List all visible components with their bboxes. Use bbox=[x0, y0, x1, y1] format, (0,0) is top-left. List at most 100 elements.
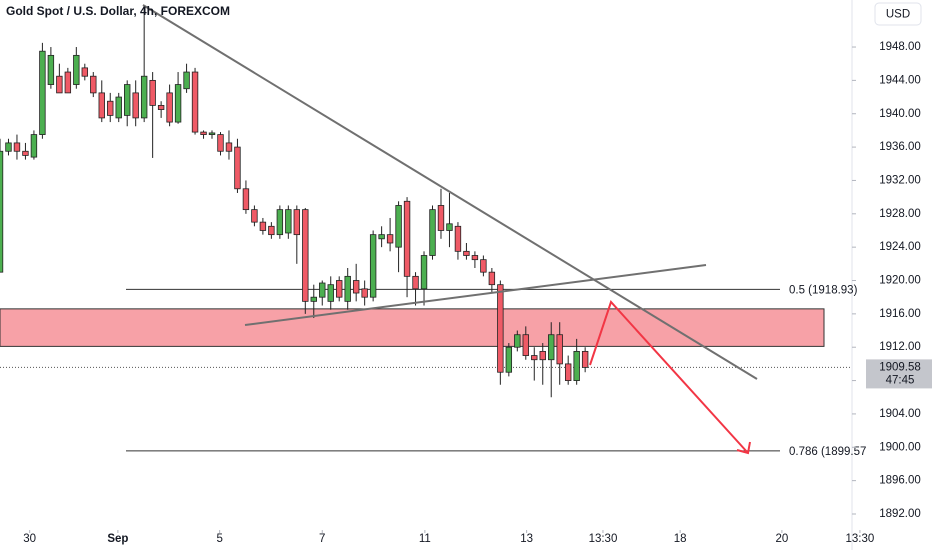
candle-body bbox=[115, 96, 122, 119]
candle-body bbox=[242, 188, 250, 211]
last-price-box bbox=[866, 359, 932, 389]
candle-body bbox=[336, 280, 343, 298]
y-tick-label: 1904.00 bbox=[879, 408, 921, 420]
currency-button[interactable] bbox=[874, 2, 922, 26]
candle-body bbox=[124, 84, 131, 116]
candle-body bbox=[395, 205, 402, 248]
y-tick-label: 1932.00 bbox=[879, 174, 921, 186]
candle-body bbox=[581, 350, 589, 368]
candle-body bbox=[5, 142, 12, 152]
candle-body bbox=[98, 92, 105, 119]
x-tick-label: 18 bbox=[674, 533, 687, 545]
candle-body bbox=[251, 209, 258, 223]
candle-body bbox=[191, 71, 199, 133]
candle-body bbox=[471, 255, 479, 261]
y-tick-label: 1896.00 bbox=[879, 475, 921, 487]
candle-body bbox=[412, 275, 419, 290]
candle-body bbox=[285, 209, 292, 234]
candle-body bbox=[64, 71, 72, 94]
y-tick-label: 1920.00 bbox=[879, 275, 921, 287]
candle-body bbox=[488, 271, 496, 286]
x-tick-label: 13:30 bbox=[846, 533, 875, 545]
y-tick-label: 1900.00 bbox=[879, 441, 921, 453]
x-tick-label: 7 bbox=[319, 533, 325, 545]
y-tick-label: 1928.00 bbox=[879, 208, 921, 220]
candle-body bbox=[200, 131, 207, 135]
candle-body bbox=[514, 334, 521, 348]
candle-body bbox=[319, 282, 326, 298]
candle-body bbox=[293, 209, 301, 236]
candle-body bbox=[90, 75, 97, 94]
candle-body bbox=[369, 234, 377, 298]
x-tick-label: 30 bbox=[23, 533, 36, 545]
candle-body bbox=[157, 104, 165, 110]
y-tick-label: 1940.00 bbox=[879, 108, 921, 120]
candle-body bbox=[564, 363, 572, 381]
candle-body bbox=[302, 209, 309, 302]
candle-body bbox=[13, 142, 21, 152]
candle-body bbox=[556, 334, 563, 365]
candle-body bbox=[429, 209, 436, 256]
candle-body bbox=[386, 234, 394, 244]
y-tick-label: 1924.00 bbox=[879, 241, 921, 253]
candle-body bbox=[259, 221, 267, 231]
trend-line bbox=[244, 264, 707, 326]
candle-body bbox=[463, 250, 470, 256]
candle-body bbox=[403, 200, 411, 277]
candle-body bbox=[81, 67, 89, 77]
candle-body bbox=[0, 150, 4, 273]
level-label: 0.786 (1899.57 bbox=[789, 446, 866, 458]
candle-body bbox=[149, 79, 156, 106]
y-tick-label: 1916.00 bbox=[879, 308, 921, 320]
candle-body bbox=[208, 132, 216, 135]
candle-body bbox=[39, 50, 46, 135]
candle-body bbox=[437, 205, 445, 231]
plot-area bbox=[0, 5, 852, 452]
candle-body bbox=[217, 134, 224, 152]
candle-body bbox=[276, 209, 284, 236]
candle-body bbox=[539, 350, 546, 361]
candle-body bbox=[166, 92, 173, 123]
candle-body bbox=[183, 71, 190, 90]
candle-body bbox=[344, 275, 351, 302]
arrow-head bbox=[736, 441, 751, 455]
y-tick-label: 1936.00 bbox=[879, 141, 921, 153]
candle-body bbox=[573, 350, 580, 381]
candle-body bbox=[361, 288, 368, 298]
price-axis bbox=[852, 0, 932, 550]
countdown: 47:45 bbox=[886, 374, 915, 386]
candle-body bbox=[522, 334, 529, 356]
candle-body bbox=[327, 284, 334, 302]
candle-body bbox=[132, 92, 139, 119]
candle-body bbox=[107, 100, 114, 116]
projection-arrow bbox=[589, 300, 749, 454]
y-tick-label: 1912.00 bbox=[879, 341, 921, 353]
candle-body bbox=[47, 54, 55, 85]
candle-body bbox=[22, 150, 29, 156]
x-tick-label: Sep bbox=[107, 533, 128, 545]
zone bbox=[0, 308, 825, 347]
candle-body bbox=[268, 225, 275, 236]
candle-body bbox=[30, 134, 38, 158]
drawings bbox=[142, 4, 758, 455]
x-tick-label: 11 bbox=[419, 533, 431, 545]
candle-body bbox=[446, 223, 453, 231]
candle-body bbox=[174, 84, 182, 123]
x-tick-label: 5 bbox=[216, 533, 222, 545]
candle-body bbox=[531, 355, 538, 361]
candle-body bbox=[140, 75, 148, 119]
x-tick-label: 20 bbox=[775, 533, 788, 545]
candle-body bbox=[378, 234, 385, 240]
y-tick-label: 1944.00 bbox=[879, 74, 921, 86]
candle-body bbox=[420, 255, 428, 290]
candle-body bbox=[548, 334, 555, 361]
y-tick-label: 1892.00 bbox=[879, 508, 921, 520]
candle-body bbox=[497, 284, 504, 373]
x-tick-label: 13 bbox=[520, 533, 533, 545]
chart-title: Gold Spot / U.S. Dollar, 4h, FOREXCOM bbox=[6, 4, 230, 18]
candle-body bbox=[56, 75, 63, 94]
last-price-label: 1909.58 bbox=[879, 361, 921, 373]
level-label: 0.5 (1918.93) bbox=[789, 284, 858, 296]
x-tick-label: 13:30 bbox=[589, 533, 618, 545]
